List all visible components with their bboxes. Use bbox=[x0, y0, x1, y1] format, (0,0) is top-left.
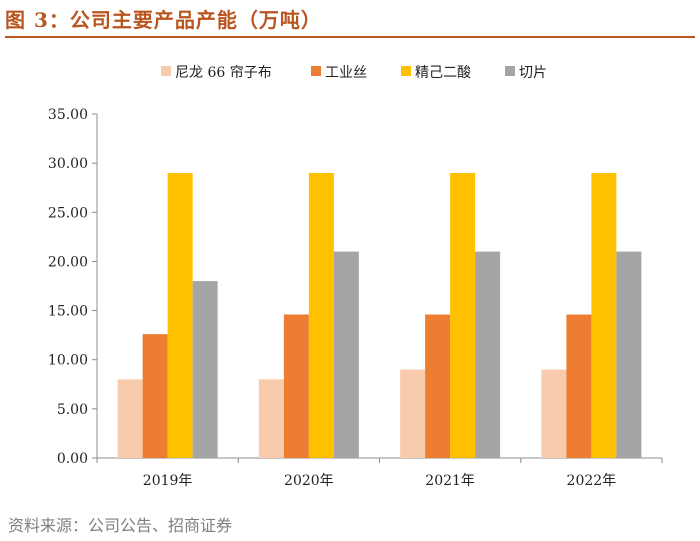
bar-4-3 bbox=[475, 251, 501, 458]
title-divider bbox=[5, 36, 695, 38]
bar-4-4 bbox=[616, 251, 642, 458]
y-tick-label: 15.00 bbox=[48, 304, 88, 320]
bar-1-1 bbox=[117, 379, 143, 458]
bar-2-2 bbox=[283, 314, 309, 458]
legend-label: 切片 bbox=[519, 65, 547, 81]
bar-2-3 bbox=[425, 314, 451, 458]
legend-label: 尼龙 66 帘子布 bbox=[175, 65, 272, 81]
bar-1-3 bbox=[400, 369, 426, 458]
x-axis: 2019年 2020年 2021年 2022年 bbox=[96, 457, 663, 489]
bar-4-2 bbox=[333, 251, 359, 458]
bar-3-4 bbox=[591, 172, 617, 458]
x-tick-label: 2020年 bbox=[284, 473, 334, 489]
legend-label: 工业丝 bbox=[325, 65, 367, 81]
bar-1-2 bbox=[258, 379, 284, 458]
y-tick-label: 0.00 bbox=[57, 451, 88, 467]
x-tick-label: 2022年 bbox=[567, 473, 617, 489]
bar-3-2 bbox=[308, 172, 334, 458]
bar-2-1 bbox=[142, 334, 168, 458]
legend-swatch bbox=[505, 66, 515, 76]
y-tick-label: 5.00 bbox=[57, 402, 88, 418]
bar-2-4 bbox=[566, 314, 592, 458]
bar-3-3 bbox=[450, 172, 476, 458]
bars bbox=[117, 172, 642, 458]
legend: 尼龙 66 帘子布 工业丝 精己二酸 切片 bbox=[161, 65, 547, 81]
y-tick-label: 20.00 bbox=[48, 254, 88, 270]
source-note: 资料来源：公司公告、招商证券 bbox=[8, 516, 233, 535]
legend-swatch bbox=[311, 66, 321, 76]
bar-3-1 bbox=[167, 172, 193, 458]
legend-swatch bbox=[161, 66, 171, 76]
bar-1-4 bbox=[541, 369, 567, 458]
x-tick-label: 2021年 bbox=[425, 473, 475, 489]
y-tick-label: 30.00 bbox=[48, 156, 88, 172]
x-tick-label: 2019年 bbox=[143, 473, 193, 489]
legend-label: 精己二酸 bbox=[415, 65, 471, 81]
bar-4-1 bbox=[192, 281, 218, 458]
figure-title: 图 3：公司主要产品产能（万吨） bbox=[5, 8, 322, 32]
y-axis: 0.00 5.00 10.00 15.00 20.00 25.00 30.00 35.00 bbox=[48, 107, 98, 467]
y-tick-label: 10.00 bbox=[48, 353, 88, 369]
y-tick-label: 35.00 bbox=[48, 107, 88, 123]
legend-swatch bbox=[401, 66, 411, 76]
y-tick-label: 25.00 bbox=[48, 205, 88, 221]
